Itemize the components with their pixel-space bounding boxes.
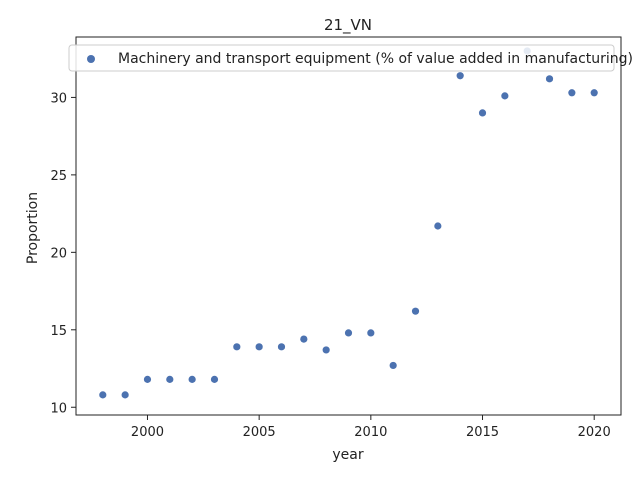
y-tick-label: 20 bbox=[50, 246, 67, 261]
y-axis-title: Proportion bbox=[25, 192, 41, 264]
data-point bbox=[99, 391, 107, 399]
data-point bbox=[233, 343, 241, 351]
data-point bbox=[300, 335, 308, 343]
data-point bbox=[456, 72, 464, 80]
data-point bbox=[501, 92, 509, 100]
x-tick-label: 2000 bbox=[131, 425, 164, 440]
data-point bbox=[210, 375, 219, 383]
data-point bbox=[121, 391, 129, 399]
data-point bbox=[277, 343, 286, 351]
data-point bbox=[568, 89, 576, 97]
y-tick-label: 10 bbox=[50, 401, 67, 416]
x-axis-title: year bbox=[332, 447, 363, 463]
data-point bbox=[389, 361, 397, 370]
data-point bbox=[188, 375, 196, 383]
legend-box bbox=[68, 44, 615, 72]
x-tick-label: 2015 bbox=[466, 425, 499, 440]
x-tick-label: 2020 bbox=[578, 425, 611, 440]
data-point bbox=[143, 375, 152, 383]
x-axis: 2000 2005 2010 2015 2020 bbox=[131, 415, 611, 440]
y-tick-label: 15 bbox=[50, 324, 67, 339]
legend-marker bbox=[87, 55, 95, 63]
plot-area bbox=[99, 47, 598, 399]
y-axis: 10 15 20 25 30 bbox=[50, 91, 76, 416]
legend-label: Machinery and transport equipment (% of … bbox=[118, 51, 633, 67]
data-point bbox=[545, 75, 554, 83]
data-point bbox=[478, 109, 487, 117]
data-point bbox=[322, 346, 330, 354]
data-point bbox=[590, 89, 598, 97]
chart-title: 21_VN bbox=[324, 16, 372, 35]
data-point bbox=[434, 222, 442, 230]
data-point bbox=[166, 375, 174, 383]
y-tick-label: 30 bbox=[50, 91, 67, 106]
plot-frame bbox=[75, 36, 622, 416]
y-tick-label: 25 bbox=[50, 169, 67, 184]
data-point bbox=[411, 307, 420, 315]
data-point bbox=[344, 329, 353, 337]
data-point bbox=[367, 329, 375, 337]
legend: Machinery and transport equipment (% of … bbox=[68, 44, 633, 72]
x-tick-label: 2005 bbox=[243, 425, 276, 440]
x-tick-label: 2010 bbox=[354, 425, 387, 440]
data-point bbox=[255, 343, 263, 351]
